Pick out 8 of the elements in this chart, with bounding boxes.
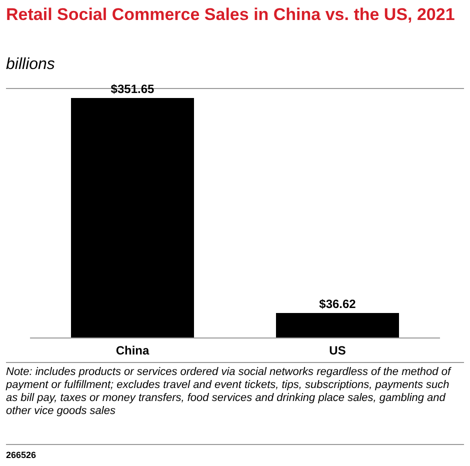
text: 266526	[6, 450, 36, 460]
x-tick-label: US	[329, 344, 346, 358]
data-label: $36.62	[319, 297, 356, 312]
text: Note: includes products or services ordered via social networks regardless of the method of payment or fulfillment; excludes travel and event tickets, tips, subscriptions, payments such as bill pay, taxes or money transfers, food services and drinking place sales, gambling and other vice goods sales	[6, 366, 452, 418]
chart-subtitle: billions	[6, 56, 55, 74]
data-label: $351.65	[110, 82, 155, 96]
x-tick-label: China	[116, 344, 150, 358]
chart-title: Retail Social Commerce Sales in China vs. the US, 2021	[6, 4, 456, 25]
